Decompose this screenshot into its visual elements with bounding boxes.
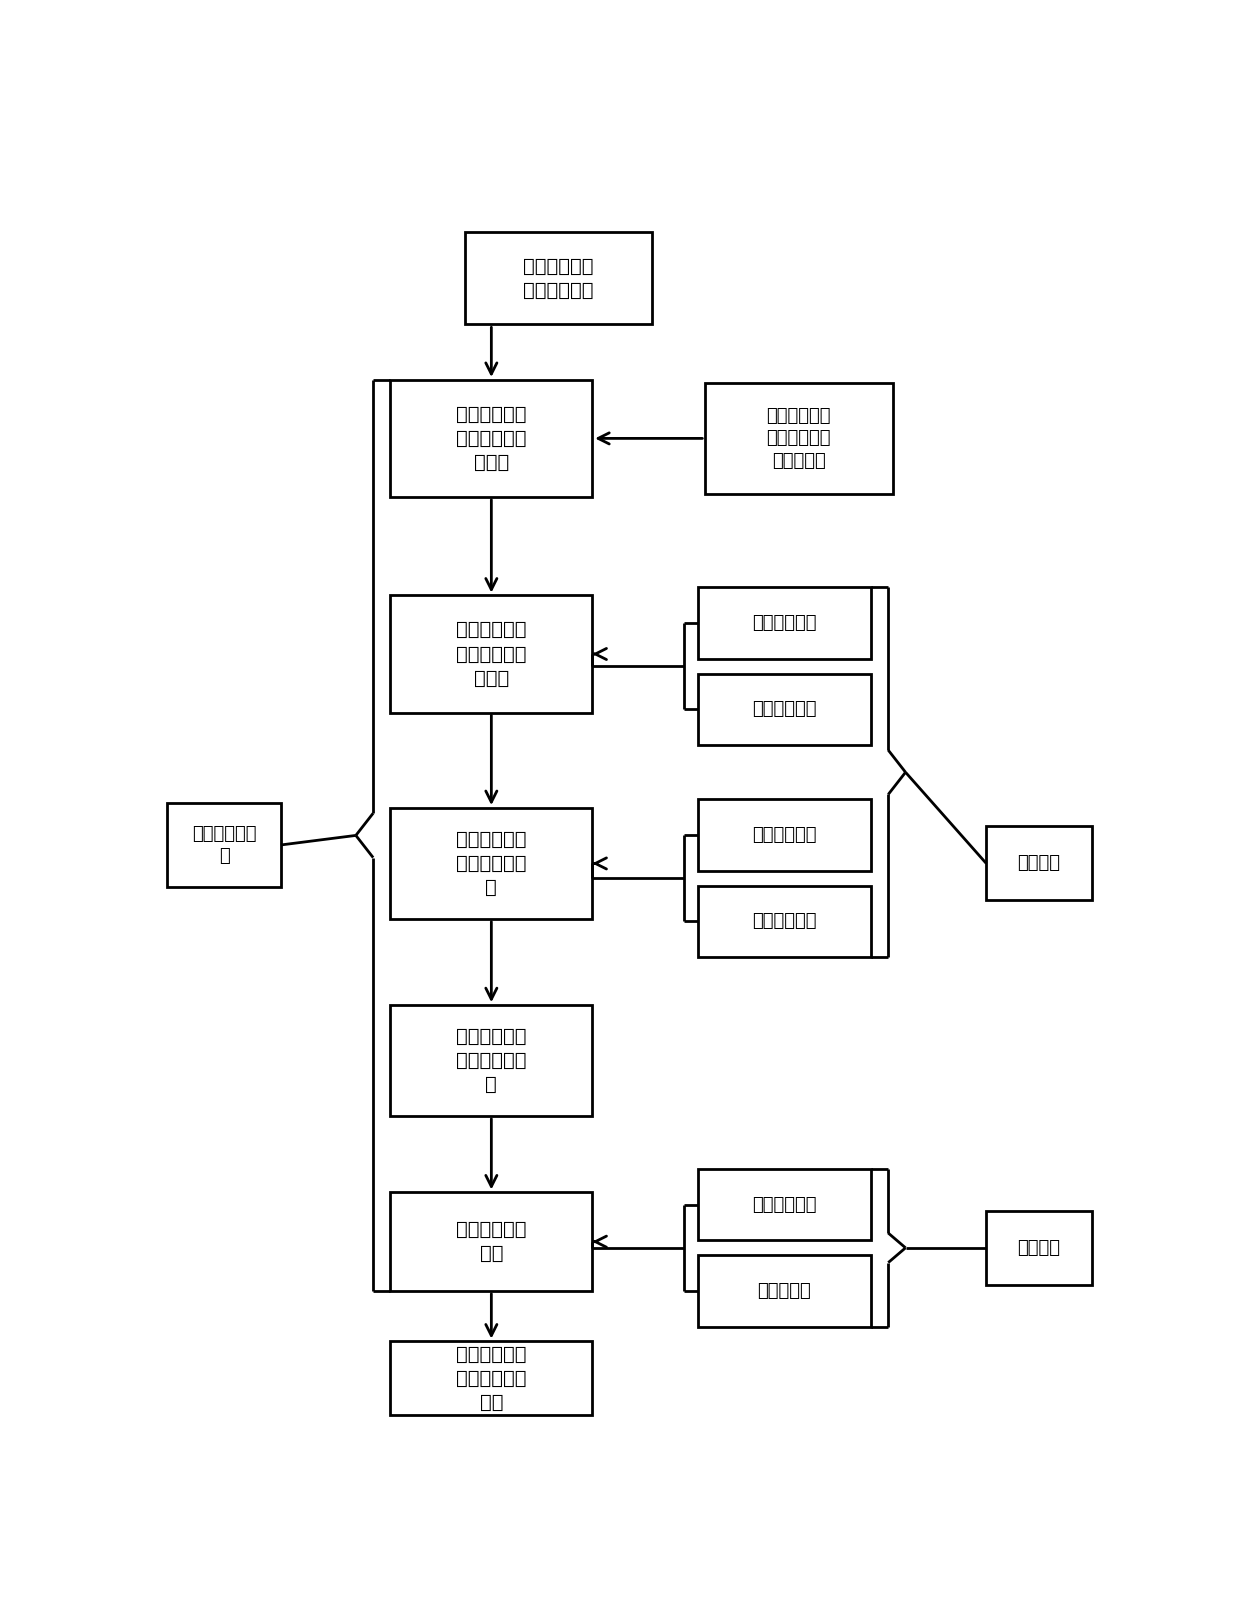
Text: 预估出行时间: 预估出行时间 xyxy=(753,912,817,930)
Bar xyxy=(698,1256,870,1326)
Bar xyxy=(167,803,281,886)
Bar xyxy=(698,800,870,870)
Text: 综合临时方案
并提供出行规
划: 综合临时方案 并提供出行规 划 xyxy=(456,830,527,898)
Bar xyxy=(391,1005,593,1117)
Text: 规划定制公交
网络: 规划定制公交 网络 xyxy=(456,1221,527,1264)
Bar xyxy=(698,1170,870,1240)
Bar xyxy=(698,886,870,957)
Bar xyxy=(986,827,1092,901)
Bar xyxy=(698,674,870,746)
Bar xyxy=(706,382,893,494)
Text: 搭建需求响应
型定制公交网
络框架: 搭建需求响应 型定制公交网 络框架 xyxy=(456,405,527,472)
Bar xyxy=(986,1211,1092,1285)
Text: 得到最终定制
公交网络规划
方案: 得到最终定制 公交网络规划 方案 xyxy=(456,1344,527,1413)
Text: 更新目标函数
和时间偏差约
束: 更新目标函数 和时间偏差约 束 xyxy=(456,1027,527,1094)
Text: 网络平台征集
用户出行需求: 网络平台征集 用户出行需求 xyxy=(523,256,594,299)
Text: 两阶段优化模
型: 两阶段优化模 型 xyxy=(192,824,257,866)
Bar xyxy=(465,232,652,325)
Text: 图搜索算法: 图搜索算法 xyxy=(758,1282,811,1299)
Bar xyxy=(391,808,593,918)
Bar xyxy=(391,595,593,712)
Text: 利用历史需求
数据初始化定
制公交网络: 利用历史需求 数据初始化定 制公交网络 xyxy=(766,406,831,470)
Text: 插入检查算法: 插入检查算法 xyxy=(753,614,817,632)
Bar xyxy=(391,379,593,498)
Text: 预估出行成本: 预估出行成本 xyxy=(753,826,817,845)
Bar xyxy=(698,587,870,659)
Text: 分支定界算法: 分支定界算法 xyxy=(753,1195,817,1214)
Bar xyxy=(391,1192,593,1291)
Bar xyxy=(391,1341,593,1416)
Text: 动态阶段: 动态阶段 xyxy=(1018,854,1060,872)
Text: 静态阶段: 静态阶段 xyxy=(1018,1238,1060,1258)
Text: 根据用户新需
求修改定制公
交网络: 根据用户新需 求修改定制公 交网络 xyxy=(456,621,527,688)
Text: 动态插入算法: 动态插入算法 xyxy=(753,701,817,718)
